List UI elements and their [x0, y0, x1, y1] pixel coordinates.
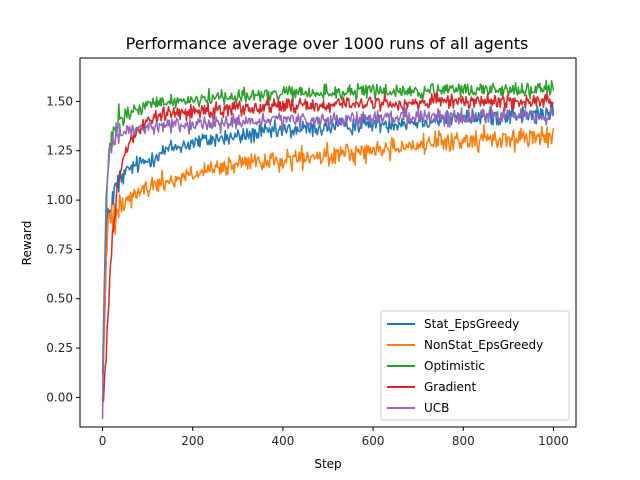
y-tick-label: 0.75	[46, 242, 73, 256]
legend: Stat_EpsGreedy NonStat_EpsGreedy Optimisti…	[380, 310, 570, 421]
legend-box	[380, 310, 570, 421]
x-tick-label: 1000	[538, 434, 569, 448]
y-tick-label: 1.00	[46, 193, 73, 207]
y-tick-label: 0.00	[46, 390, 73, 404]
x-axis-label: Step	[314, 457, 341, 471]
y-axis: 0.00 0.25 0.50 0.75 1.00 1.25 1.50	[46, 94, 80, 404]
y-axis-label: Reward	[20, 221, 34, 266]
x-tick-label: 400	[271, 434, 294, 448]
legend-label: Stat_EpsGreedy	[424, 317, 519, 331]
y-tick-label: 1.50	[46, 94, 73, 108]
x-tick-label: 200	[181, 434, 204, 448]
series-line-gradient	[101, 90, 555, 403]
legend-label: Gradient	[424, 380, 477, 394]
x-tick-label: 0	[99, 434, 107, 448]
series-line-ucb	[101, 106, 554, 419]
series-line-stat-epsgreedy	[101, 103, 555, 406]
series-line-optimistic	[101, 79, 555, 375]
plot-frame	[79, 57, 577, 428]
y-tick-label: 0.50	[46, 292, 73, 306]
y-tick-label: 1.25	[46, 144, 73, 158]
x-tick-label: 800	[452, 434, 475, 448]
legend-label: UCB	[424, 401, 449, 415]
series-line-nonstat-epsgreedy	[101, 124, 555, 402]
legend-label: Optimistic	[424, 359, 485, 373]
chart-title: Performance average over 1000 runs of al…	[126, 34, 529, 53]
series-layer	[101, 79, 555, 419]
plot-area	[79, 57, 577, 428]
x-tick-label: 600	[362, 434, 385, 448]
x-axis: 0 200 400 600 800 1000	[99, 427, 569, 448]
y-tick-label: 0.25	[46, 341, 73, 355]
legend-label: NonStat_EpsGreedy	[424, 338, 543, 352]
